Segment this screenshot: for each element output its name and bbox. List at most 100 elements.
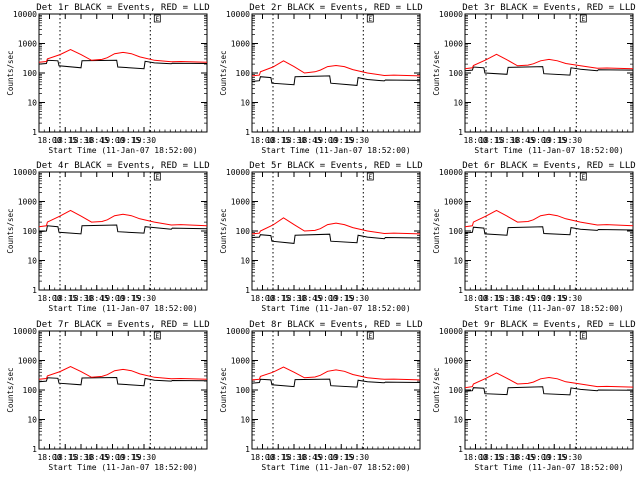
events-series-line	[38, 224, 208, 235]
x-tick-label: 18:30	[282, 453, 306, 462]
x-tick-label: 18:00	[463, 294, 487, 303]
y-axis-label: Counts/sec	[6, 50, 15, 95]
lld-series-line	[251, 60, 421, 77]
marker-label: E	[581, 333, 585, 340]
x-tick-label: 18:15	[479, 453, 503, 462]
events-series-line	[38, 376, 208, 387]
x-tick-label: 18:45	[85, 453, 109, 462]
x-tick-label: 18:30	[69, 136, 93, 145]
y-tick-label: 1000	[18, 198, 37, 207]
y-axis-label: Counts/sec	[219, 367, 228, 412]
x-tick-label: 18:00	[37, 453, 61, 462]
y-tick-label: 10	[240, 99, 250, 108]
lld-series-line	[38, 209, 208, 228]
y-axis-label: Counts/sec	[6, 367, 15, 412]
y-axis-label: Counts/sec	[6, 208, 15, 253]
y-tick-label: 100	[449, 386, 464, 395]
x-tick-label: 19:30	[345, 136, 369, 145]
x-tick-label: 18:00	[37, 136, 61, 145]
y-tick-label: 10000	[13, 10, 37, 19]
x-tick-label: 18:00	[250, 136, 274, 145]
plot-frame	[251, 171, 421, 291]
y-tick-label: 100	[449, 227, 464, 236]
y-tick-label: 10000	[439, 168, 463, 177]
events-series-line	[251, 233, 421, 244]
marker-label: E	[155, 16, 159, 23]
x-tick-label: 18:00	[37, 294, 61, 303]
y-tick-label: 100	[23, 386, 38, 395]
marker-box	[153, 14, 161, 23]
y-tick-label: 100	[449, 69, 464, 78]
y-tick-label: 1000	[444, 198, 463, 207]
y-tick-label: 1000	[231, 198, 250, 207]
x-tick-label: 19:00	[100, 136, 124, 145]
x-tick-label: 18:15	[266, 136, 290, 145]
panel-det-2: Det 2r BLACK = Events, RED = LLD 1 10 100 10…	[219, 3, 423, 155]
marker-label: E	[368, 174, 372, 181]
events-series-line	[464, 226, 634, 236]
x-tick-label: 18:15	[266, 294, 290, 303]
marker-box	[579, 331, 587, 340]
lld-series-line	[464, 372, 634, 389]
lld-series-line	[251, 366, 421, 381]
x-tick-label: 18:45	[511, 136, 535, 145]
x-tick-label: 19:00	[526, 453, 550, 462]
x-tick-label: 18:30	[282, 136, 306, 145]
x-tick-label: 18:45	[511, 294, 535, 303]
x-tick-label: 19:30	[558, 453, 582, 462]
y-tick-label: 1	[458, 128, 463, 137]
y-tick-label: 100	[236, 386, 251, 395]
x-tick-label: 19:00	[313, 453, 337, 462]
panel-det-3: Det 3r BLACK = Events, RED = LLD 1 10 100 10…	[432, 3, 636, 155]
y-tick-label: 10000	[226, 168, 250, 177]
x-tick-label: 19:30	[558, 136, 582, 145]
x-tick-label: 18:30	[495, 453, 519, 462]
y-tick-label: 1	[458, 445, 463, 454]
x-tick-label: 19:00	[526, 294, 550, 303]
plot-frame	[464, 171, 634, 291]
y-tick-label: 1000	[444, 40, 463, 49]
x-axis-label: Start Time (11-Jan-07 18:52:00)	[261, 146, 410, 155]
x-tick-label: 19:15	[329, 294, 353, 303]
x-tick-label: 18:45	[298, 453, 322, 462]
x-tick-label: 18:00	[463, 453, 487, 462]
y-tick-label: 10	[27, 257, 37, 266]
x-tick-label: 18:30	[495, 294, 519, 303]
x-tick-label: 19:15	[329, 453, 353, 462]
events-series-line	[38, 59, 208, 70]
events-series-line	[251, 75, 421, 86]
x-tick-label: 19:30	[558, 294, 582, 303]
x-tick-label: 18:15	[479, 136, 503, 145]
x-tick-label: 18:45	[85, 294, 109, 303]
y-tick-label: 1	[245, 445, 250, 454]
y-tick-label: 1	[245, 286, 250, 295]
marker-box	[579, 14, 587, 23]
panel-title: Det 4r BLACK = Events, RED = LLD	[36, 161, 209, 171]
x-tick-label: 18:30	[69, 294, 93, 303]
x-tick-label: 18:15	[266, 453, 290, 462]
x-tick-label: 19:15	[542, 136, 566, 145]
x-tick-label: 19:15	[116, 136, 140, 145]
marker-label: E	[368, 16, 372, 23]
y-tick-label: 10000	[439, 327, 463, 336]
y-axis-label: Counts/sec	[219, 50, 228, 95]
marker-box	[153, 172, 161, 181]
y-axis-label: Counts/sec	[432, 50, 441, 95]
marker-box	[366, 14, 374, 23]
x-axis-label: Start Time (11-Jan-07 18:52:00)	[261, 304, 410, 313]
events-series-line	[464, 386, 634, 396]
marker-label: E	[581, 16, 585, 23]
y-tick-label: 10	[27, 416, 37, 425]
x-tick-label: 18:45	[298, 136, 322, 145]
x-tick-label: 18:00	[250, 294, 274, 303]
panel-title: Det 7r BLACK = Events, RED = LLD	[36, 320, 209, 330]
marker-box	[153, 331, 161, 340]
lld-series-line	[38, 49, 208, 63]
x-tick-label: 19:30	[132, 136, 156, 145]
y-tick-label: 10	[453, 416, 463, 425]
x-axis-label: Start Time (11-Jan-07 18:52:00)	[261, 463, 410, 472]
y-tick-label: 1000	[18, 357, 37, 366]
x-tick-label: 19:00	[313, 136, 337, 145]
